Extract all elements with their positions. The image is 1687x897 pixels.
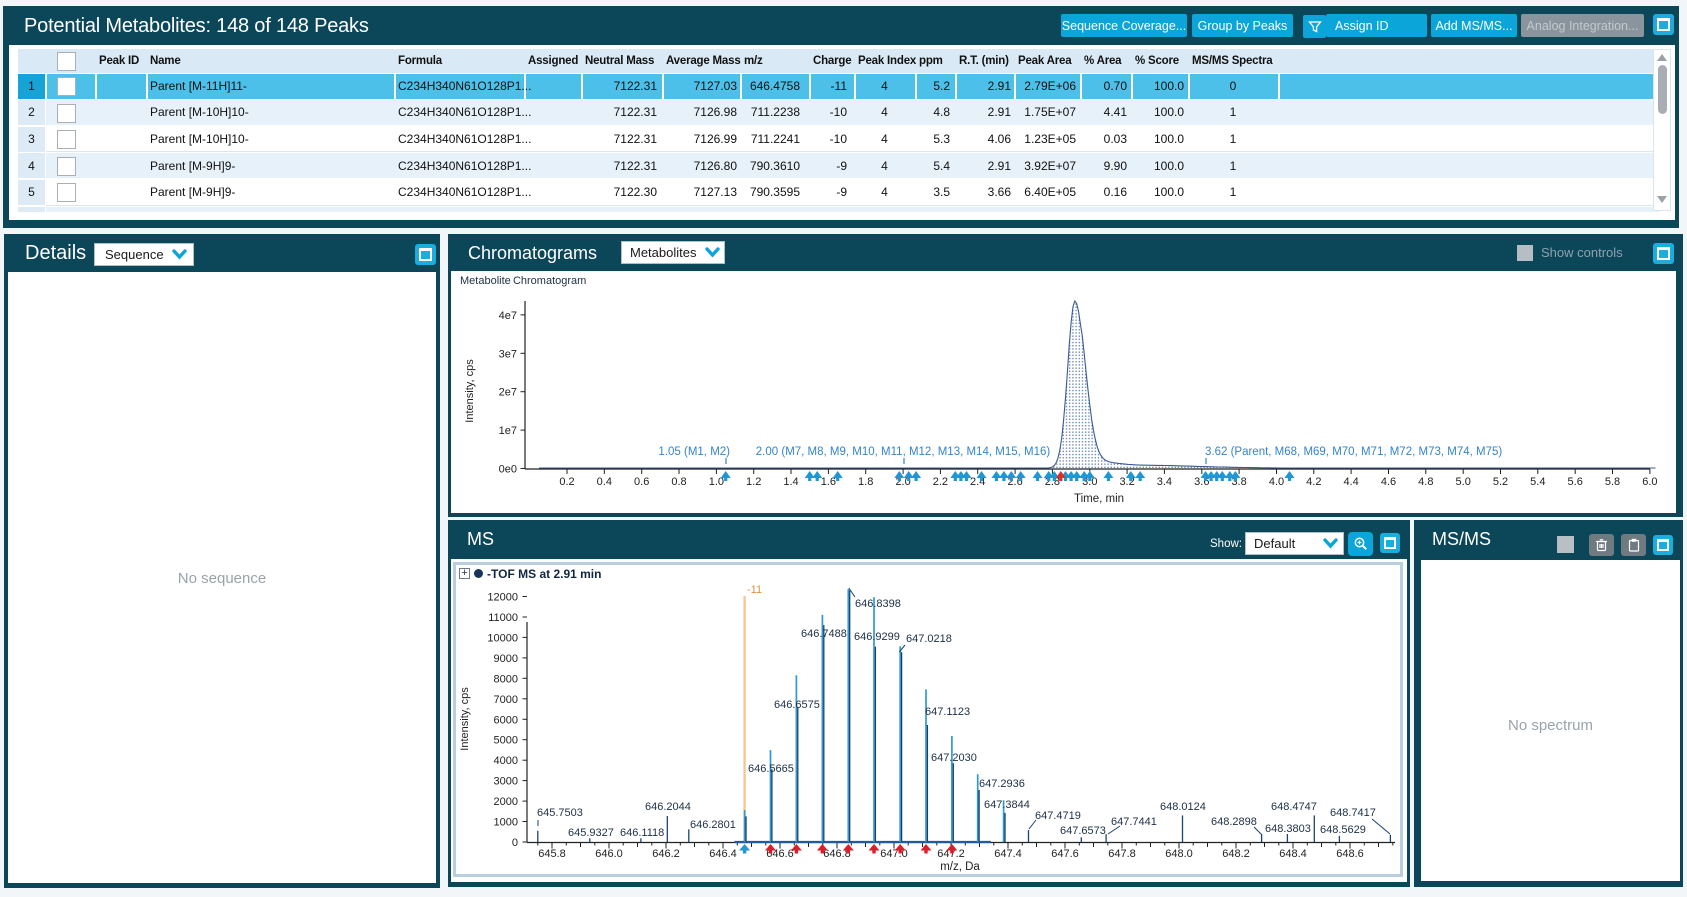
svg-text:11000: 11000 <box>488 612 518 624</box>
svg-text:Intensity, cps: Intensity, cps <box>459 687 471 751</box>
svg-text:647.4719: 647.4719 <box>1035 810 1081 822</box>
svg-text:1.05 (M1, M2): 1.05 (M1, M2) <box>658 446 730 458</box>
svg-text:0: 0 <box>512 837 518 849</box>
svg-text:3e7: 3e7 <box>499 348 517 360</box>
svg-text:5.0: 5.0 <box>1456 476 1471 488</box>
svg-text:647.4: 647.4 <box>994 848 1022 860</box>
svg-text:646.6: 646.6 <box>766 848 794 860</box>
svg-text:648.0124: 648.0124 <box>1160 801 1206 813</box>
svg-text:0e0: 0e0 <box>499 464 517 476</box>
svg-text:4.0: 4.0 <box>1269 476 1284 488</box>
svg-text:646.0: 646.0 <box>595 848 623 860</box>
svg-text:6000: 6000 <box>494 714 518 726</box>
svg-text:Time, min: Time, min <box>1074 493 1124 505</box>
svg-text:1.4: 1.4 <box>783 476 798 488</box>
svg-text:Intensity, cps: Intensity, cps <box>464 359 476 423</box>
svg-text:4.6: 4.6 <box>1381 476 1396 488</box>
svg-text:646.1118: 646.1118 <box>620 827 664 839</box>
svg-text:647.0218: 647.0218 <box>906 633 952 645</box>
svg-text:648.2898: 648.2898 <box>1211 816 1257 828</box>
svg-text:646.5665: 646.5665 <box>748 763 794 775</box>
svg-text:647.6: 647.6 <box>1051 848 1079 860</box>
svg-text:646.9299: 646.9299 <box>854 631 900 643</box>
svg-text:Metabolite Chromatogram: Metabolite Chromatogram <box>460 275 586 287</box>
svg-text:4.8: 4.8 <box>1418 476 1433 488</box>
svg-text:1000: 1000 <box>494 817 518 829</box>
svg-text:1.6: 1.6 <box>821 476 836 488</box>
svg-text:4e7: 4e7 <box>499 310 517 322</box>
svg-text:646.6575: 646.6575 <box>774 699 820 711</box>
svg-text:646.2801: 646.2801 <box>690 819 736 831</box>
svg-text:647.3844: 647.3844 <box>984 799 1030 811</box>
svg-text:645.7503: 645.7503 <box>537 807 583 819</box>
svg-text:646.8398: 646.8398 <box>855 598 901 610</box>
svg-text:646.2044: 646.2044 <box>645 801 691 813</box>
svg-text:646.4: 646.4 <box>709 848 737 860</box>
svg-text:646.8: 646.8 <box>823 848 851 860</box>
svg-text:5.6: 5.6 <box>1568 476 1583 488</box>
svg-text:5.8: 5.8 <box>1605 476 1620 488</box>
svg-text:6.0: 6.0 <box>1642 476 1657 488</box>
svg-text:647.2: 647.2 <box>937 848 965 860</box>
svg-text:2000: 2000 <box>494 796 518 808</box>
svg-text:648.7417: 648.7417 <box>1330 807 1376 819</box>
svg-text:10000: 10000 <box>487 632 518 644</box>
svg-text:648.2: 648.2 <box>1222 848 1250 860</box>
svg-text:2e7: 2e7 <box>499 387 517 399</box>
svg-text:648.5629: 648.5629 <box>1320 824 1366 836</box>
svg-text:0.4: 0.4 <box>597 476 612 488</box>
svg-text:646.2: 646.2 <box>652 848 680 860</box>
svg-text:647.1123: 647.1123 <box>925 706 970 718</box>
svg-text:4.4: 4.4 <box>1343 476 1358 488</box>
svg-text:2.2: 2.2 <box>933 476 948 488</box>
svg-text:648.6: 648.6 <box>1336 848 1364 860</box>
svg-text:5000: 5000 <box>494 735 518 747</box>
svg-text:648.4747: 648.4747 <box>1271 801 1317 813</box>
svg-text:5.4: 5.4 <box>1530 476 1545 488</box>
svg-text:4.2: 4.2 <box>1306 476 1321 488</box>
svg-text:1.2: 1.2 <box>746 476 761 488</box>
svg-text:648.3803: 648.3803 <box>1265 823 1311 835</box>
svg-text:8000: 8000 <box>494 673 518 685</box>
svg-text:-11: -11 <box>747 584 762 596</box>
svg-text:648.0: 648.0 <box>1165 848 1193 860</box>
svg-text:1e7: 1e7 <box>499 425 517 437</box>
svg-text:646.7488: 646.7488 <box>801 628 847 640</box>
svg-text:0.2: 0.2 <box>559 476 574 488</box>
svg-text:9000: 9000 <box>494 653 518 665</box>
svg-text:645.9327: 645.9327 <box>568 827 614 839</box>
svg-text:645.8: 645.8 <box>538 848 566 860</box>
svg-text:5.2: 5.2 <box>1493 476 1508 488</box>
svg-text:3.0: 3.0 <box>1082 476 1097 488</box>
svg-text:4000: 4000 <box>494 755 518 767</box>
svg-text:7000: 7000 <box>494 694 518 706</box>
svg-text:3000: 3000 <box>494 776 518 788</box>
svg-text:3.4: 3.4 <box>1157 476 1172 488</box>
svg-text:2.00 (M7, M8, M9, M10, M11, M1: 2.00 (M7, M8, M9, M10, M11, M12, M13, M1… <box>756 446 1051 458</box>
svg-text:647.6573: 647.6573 <box>1060 825 1106 837</box>
svg-text:12000: 12000 <box>487 592 518 604</box>
svg-text:0.8: 0.8 <box>671 476 686 488</box>
svg-text:647.2030: 647.2030 <box>931 752 977 764</box>
svg-text:647.2936: 647.2936 <box>979 778 1025 790</box>
svg-text:647.8: 647.8 <box>1108 848 1136 860</box>
svg-text:0.6: 0.6 <box>634 476 649 488</box>
svg-text:m/z, Da: m/z, Da <box>940 861 980 873</box>
svg-text:648.4: 648.4 <box>1279 848 1307 860</box>
svg-text:1.0: 1.0 <box>709 476 724 488</box>
svg-text:3.62 (Parent, M68, M69, M70, M: 3.62 (Parent, M68, M69, M70, M71, M72, M… <box>1205 446 1502 458</box>
svg-text:1.8: 1.8 <box>858 476 873 488</box>
svg-text:647.7441: 647.7441 <box>1111 816 1157 828</box>
